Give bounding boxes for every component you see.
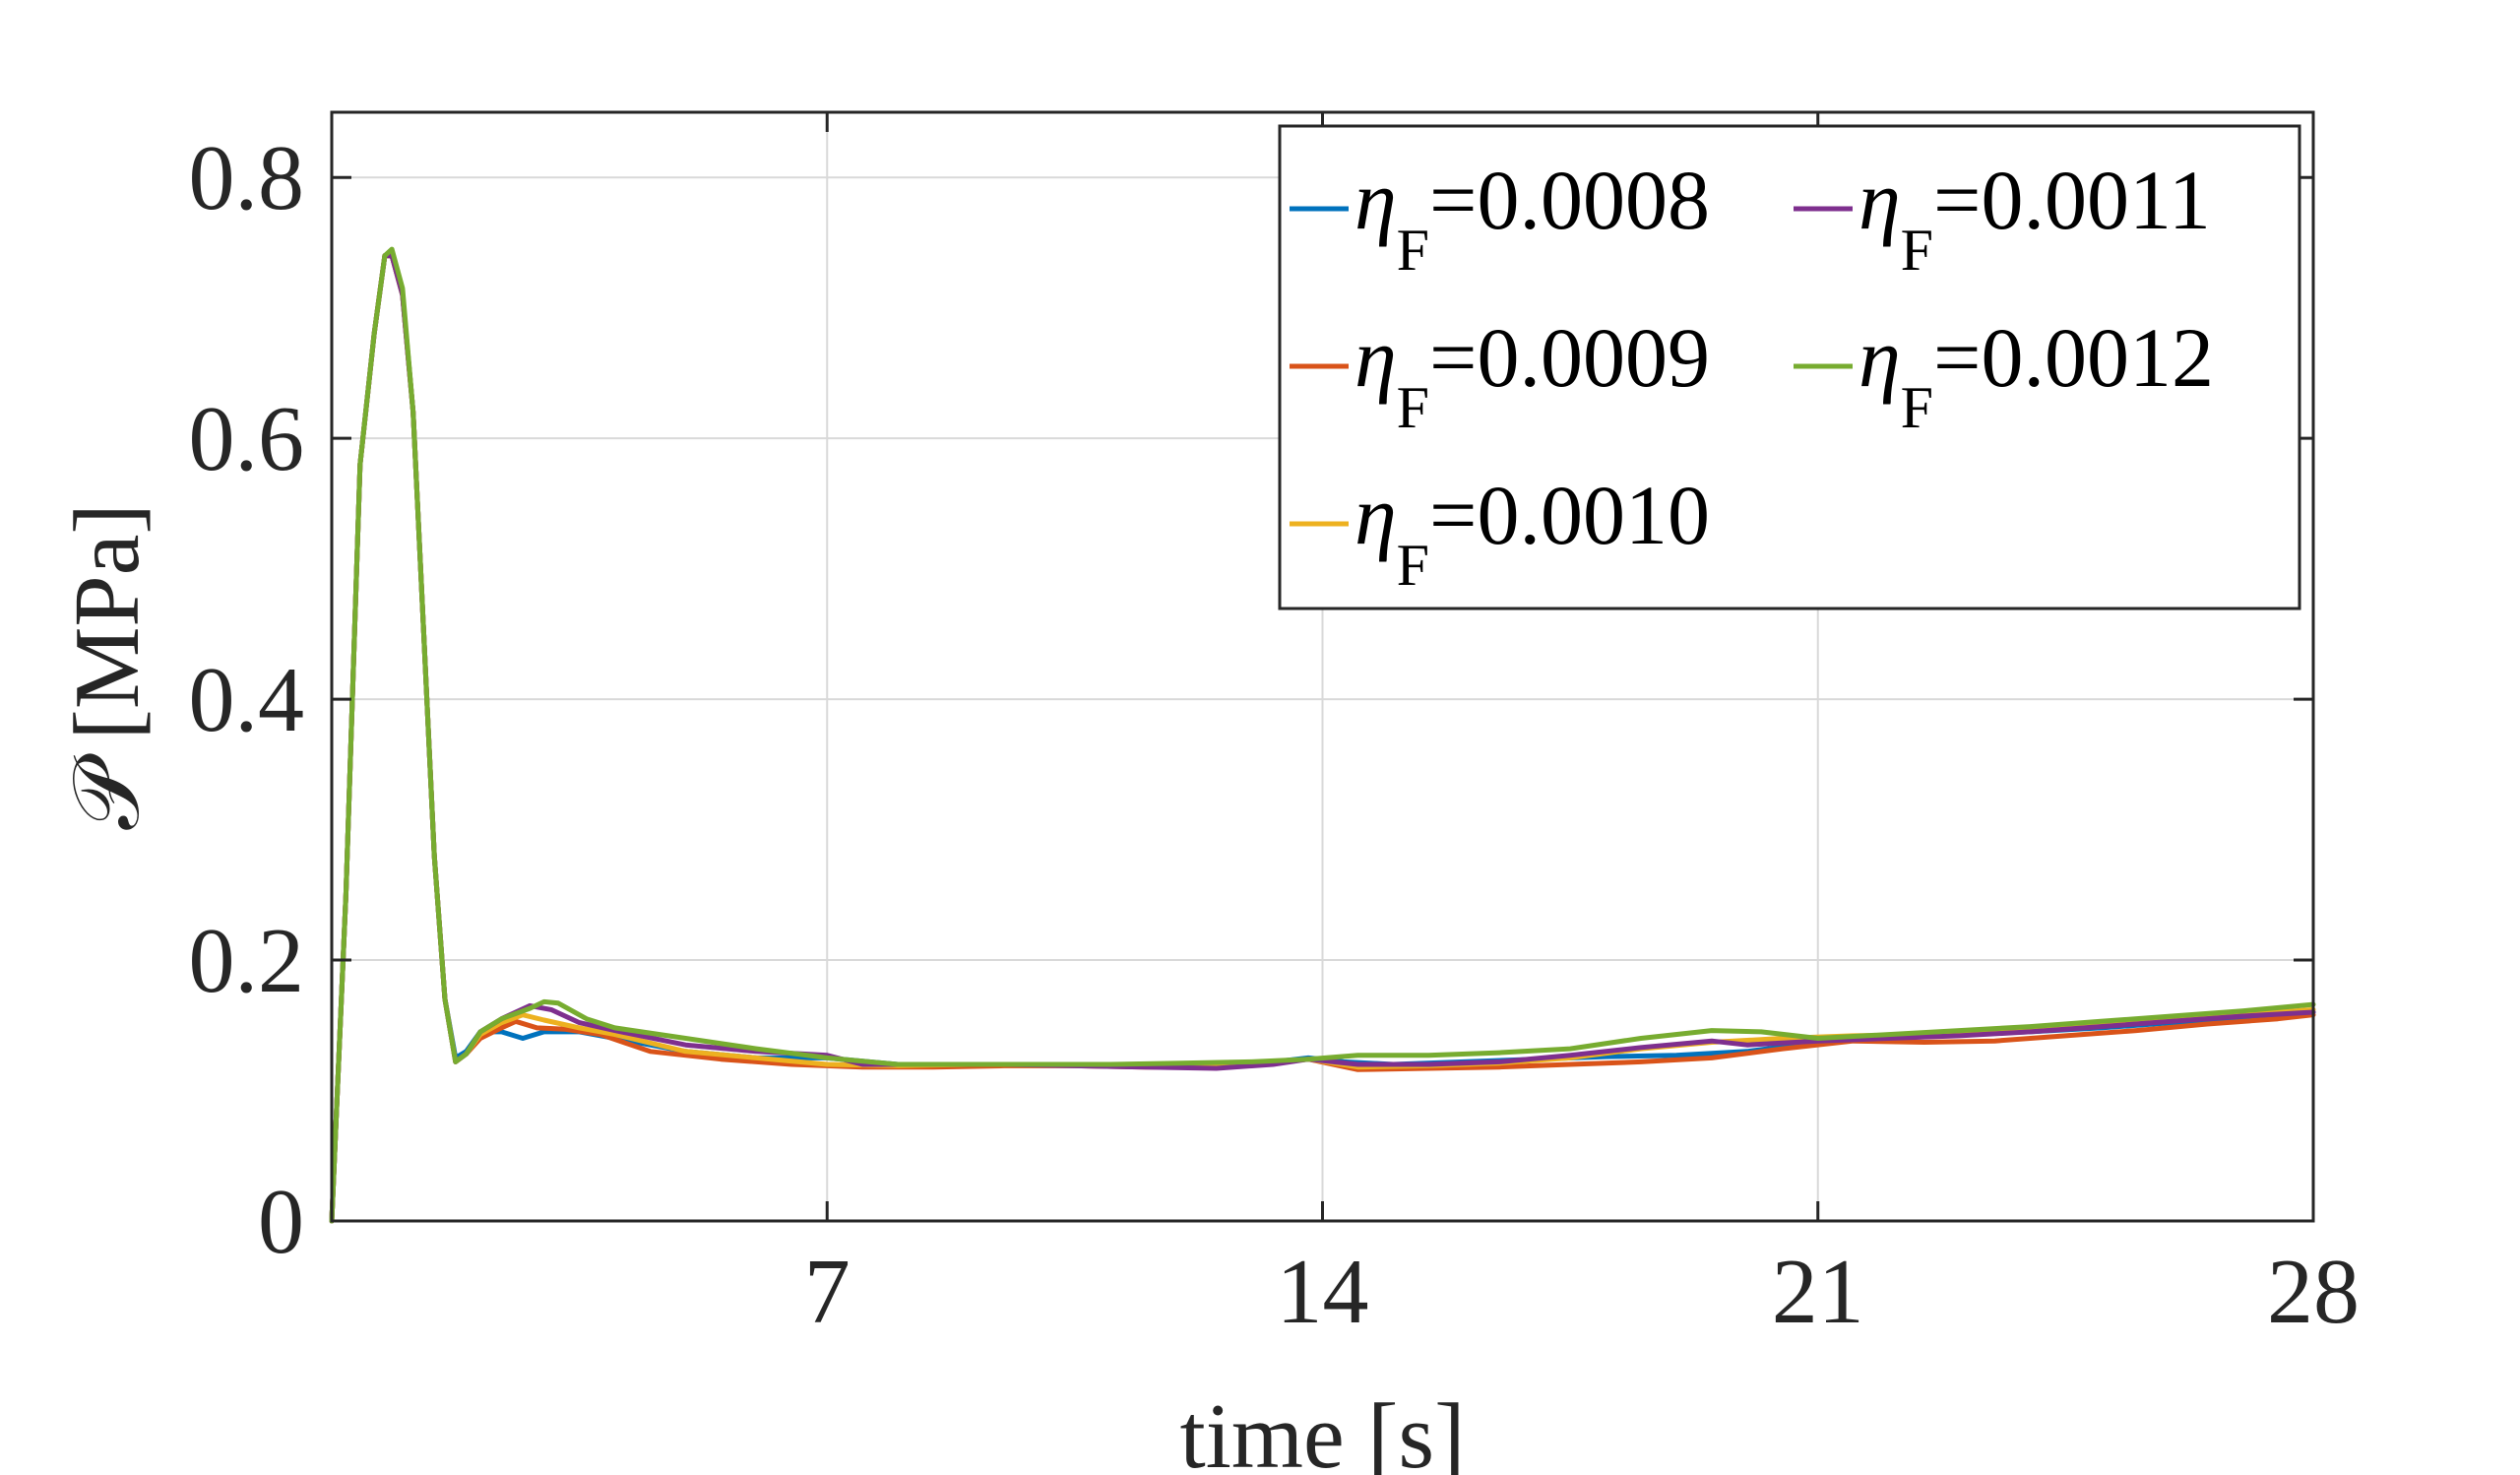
- legend-label-subscript: F: [1901, 375, 1933, 440]
- legend-label: ηF=0.0009: [1354, 310, 1710, 440]
- legend-label: ηF=0.0012: [1858, 310, 2214, 440]
- legend-label-subscript: F: [1397, 218, 1429, 283]
- legend-label-value: =0.0010: [1429, 468, 1710, 562]
- y-tick-label: 0: [258, 1171, 304, 1273]
- legend-label-subscript: F: [1901, 218, 1933, 283]
- y-tick-label: 0.6: [189, 388, 305, 490]
- legend-label-symbol: η: [1858, 153, 1901, 247]
- legend-label: ηF=0.0011: [1858, 153, 2211, 283]
- x-tick-label: 7: [804, 1241, 850, 1343]
- series-lines: [329, 246, 2316, 1224]
- legend-label-subscript: F: [1397, 533, 1429, 598]
- tick-labels: 7 14 21 28 0 0.2 0.4 0.6 0.8: [189, 127, 2361, 1343]
- legend-label: ηF=0.0010: [1354, 468, 1710, 598]
- x-tick-label: 28: [2267, 1241, 2360, 1343]
- legend-label-value: =0.0011: [1933, 153, 2211, 247]
- legend-label: ηF=0.0008: [1354, 153, 1710, 283]
- legend-label-subscript: F: [1397, 375, 1429, 440]
- legend: ηF=0.0008ηF=0.0009ηF=0.0010ηF=0.0011ηF=0…: [1278, 124, 2301, 610]
- x-axis-title: time [s]: [1180, 1385, 1466, 1475]
- y-tick-label: 0.8: [189, 127, 305, 229]
- y-tick-label: 0.2: [189, 910, 305, 1012]
- legend-label-value: =0.0009: [1429, 310, 1710, 405]
- y-axis-title: 𝒫 [MPa]: [56, 503, 158, 829]
- legend-label-symbol: η: [1858, 310, 1901, 405]
- x-tick-label: 21: [1772, 1241, 1864, 1343]
- legend-label-symbol: η: [1354, 153, 1397, 247]
- series-line-5: [329, 246, 2316, 1224]
- legend-label-value: =0.0008: [1429, 153, 1710, 247]
- legend-label-symbol: η: [1354, 310, 1397, 405]
- x-tick-label: 14: [1277, 1241, 1369, 1343]
- legend-label-symbol: η: [1354, 468, 1397, 562]
- legend-box: [1278, 124, 2301, 610]
- y-tick-label: 0.4: [189, 649, 305, 751]
- legend-label-value: =0.0012: [1933, 310, 2214, 405]
